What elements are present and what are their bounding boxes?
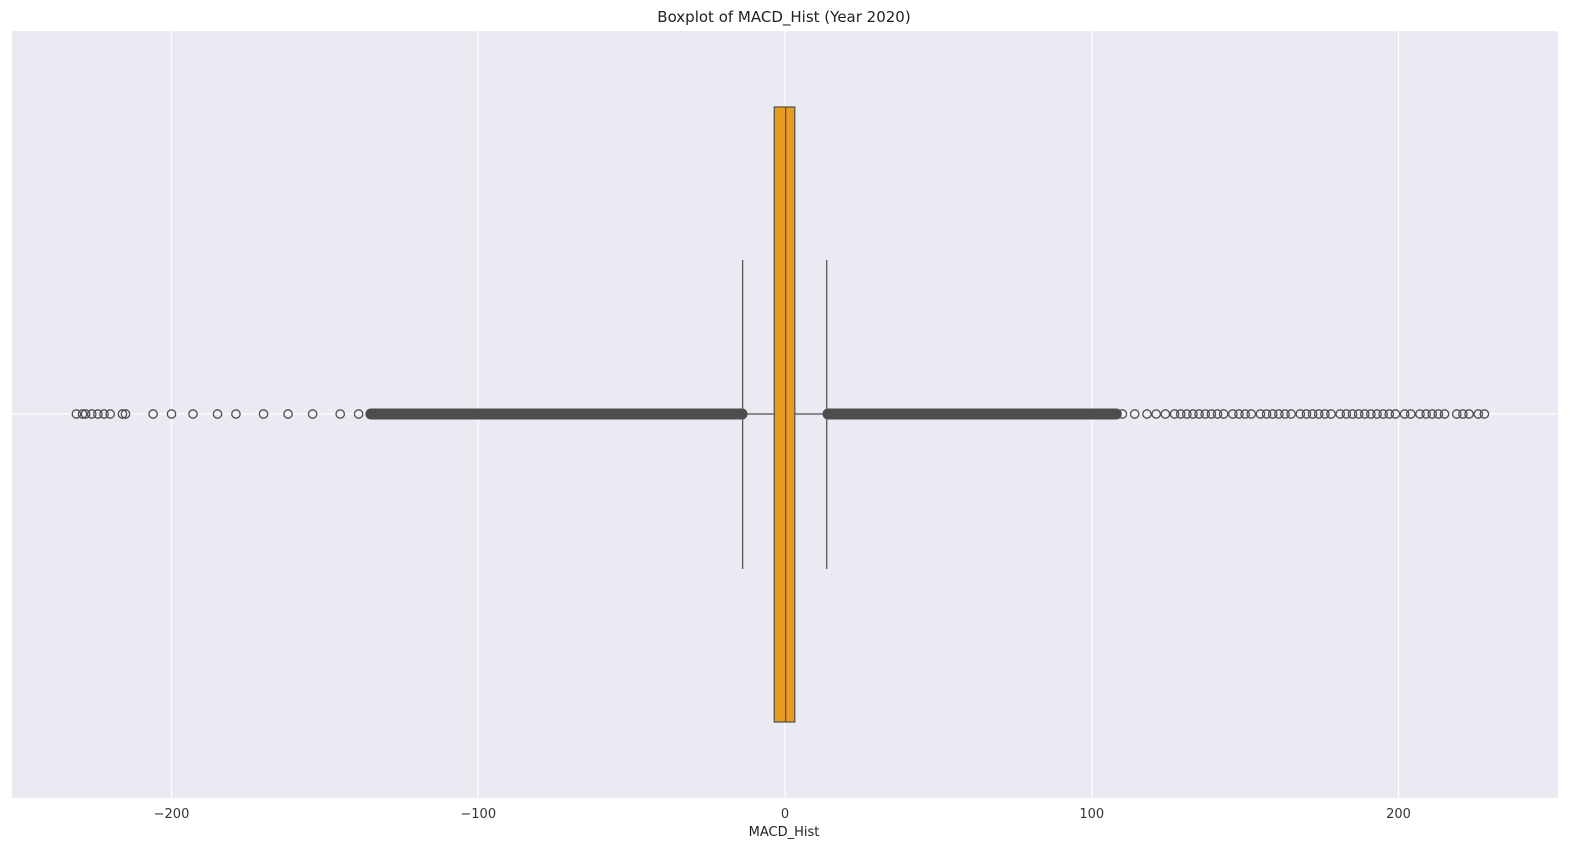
outlier-point-high [1261,409,1272,419]
outlier-point-high [1129,409,1140,419]
outlier-point-high [1341,409,1352,419]
x-axis-label: MACD_Hist [749,825,820,840]
outlier-point-low [77,409,88,419]
outlier-point-high [1473,409,1484,419]
x-tick-label: 100 [1079,807,1104,822]
outlier-point-low [120,409,131,419]
x-tick-label: 200 [1386,807,1411,822]
outlier-point-high [1313,409,1324,419]
outlier-point-high [1415,409,1425,419]
outlier-point-high [1399,409,1410,419]
x-tick-label: −200 [154,807,190,822]
outlier-point-high [1206,409,1217,419]
outlier-point-high [1464,409,1474,419]
outlier-point-low [105,409,116,419]
outlier-point-low [353,409,364,419]
outlier-point-high [1301,409,1312,419]
outlier-point-high [1335,409,1346,419]
outlier-point-high [1421,409,1431,419]
outlier-point-high [1390,409,1401,419]
outlier-point-high [1439,409,1450,419]
outlier-points [71,408,1490,420]
outlier-point-high [1479,409,1490,419]
outlier-point-high [1274,409,1284,419]
outlier-point-high [1240,409,1250,419]
outlier-point-low [80,409,91,419]
outlier-point-high [1295,409,1306,419]
outlier-point-high [1246,409,1257,419]
outlier-point-high [1200,409,1211,419]
outlier-point-low [148,409,158,419]
outlier-point-high [1212,409,1223,419]
outlier-point-high [1405,409,1416,419]
x-tick-label: 0 [781,807,789,822]
outlier-point-high [1227,409,1238,419]
outlier-point-high [1366,409,1376,419]
outlier-point-low [258,409,269,419]
outlier-point-low [86,409,97,419]
outlier-point-high [1378,409,1389,419]
outlier-point-low [166,409,177,419]
outlier-point-high [1286,409,1296,419]
outlier-point-high [1320,409,1330,419]
outlier-point-high [1372,409,1382,419]
outlier-point-low [188,409,198,419]
outlier-point-high [1458,409,1468,419]
chart-title: Boxplot of MACD_Hist (Year 2020) [657,8,910,27]
x-tick-label: −100 [460,807,496,822]
outlier-point-high [1169,409,1180,419]
outlier-point-low [117,409,128,419]
outlier-point-high [1188,409,1198,419]
outlier-point-high [1267,409,1278,419]
outlier-point-low [283,409,293,419]
iqr-box [773,106,796,723]
outlier-point-high [1326,409,1336,419]
outlier-point-high [1353,409,1364,419]
outlier-point-high [1181,409,1192,419]
outlier-point-high [1151,409,1162,419]
outlier-point-high [1451,409,1462,419]
outlier-point-high [1160,409,1171,419]
outlier-point-high [1433,409,1444,419]
outlier-point-high [1347,409,1358,419]
outlier-point-high [1218,409,1229,419]
outlier-point-high [1194,409,1204,419]
outlier-point-high [1307,409,1318,419]
outlier-point-low [93,409,103,419]
outlier-point-low [307,409,318,419]
outlier-point-high [1175,409,1186,419]
outlier-point-low [71,409,82,419]
outlier-point-high [1234,409,1244,419]
outlier-point-low [335,409,346,419]
x-axis-ticks: −200 −100 0 100 200 [154,807,1411,822]
outlier-point-low [231,409,241,419]
outlier-point-low [212,409,223,419]
outlier-point-high [1359,409,1370,419]
outlier-point-high [1255,409,1266,419]
outlier-point-high [1117,409,1128,419]
outlier-point-high [1280,409,1290,419]
outlier-point-high [1142,409,1152,419]
outlier-point-high [1384,409,1395,419]
outlier-point-low [99,409,109,419]
outlier-point-high [1427,409,1438,419]
